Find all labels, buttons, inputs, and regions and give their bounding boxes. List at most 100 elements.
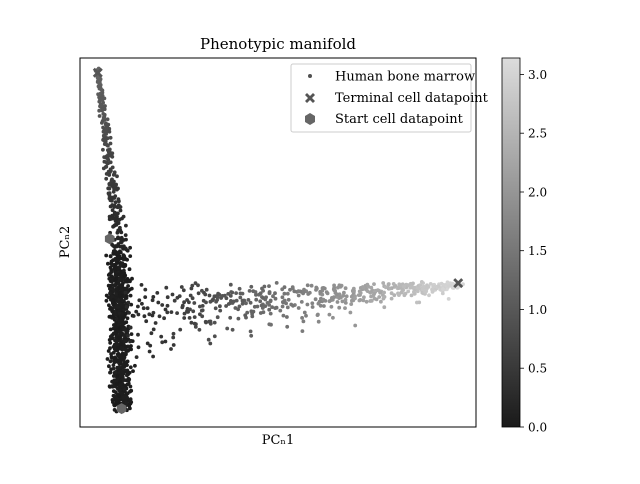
data-point (250, 314, 255, 319)
data-point (114, 287, 119, 292)
data-point (248, 300, 253, 305)
data-point (358, 298, 363, 302)
data-point (125, 373, 129, 378)
data-point (320, 292, 325, 297)
data-point (157, 314, 162, 319)
data-point (119, 391, 124, 396)
data-point (450, 285, 455, 290)
data-point (285, 305, 290, 310)
data-point (129, 332, 134, 336)
data-point (108, 135, 113, 140)
data-point (106, 261, 110, 266)
data-point (182, 311, 187, 316)
data-point (128, 389, 132, 394)
data-point (116, 228, 121, 233)
data-point (192, 321, 197, 326)
data-point (190, 296, 195, 301)
data-point (329, 304, 334, 309)
data-point (299, 300, 304, 304)
data-point (258, 311, 263, 315)
data-point (117, 255, 121, 260)
data-point (118, 208, 123, 213)
data-point (234, 298, 239, 303)
plot-frame (79, 57, 477, 428)
data-point (118, 284, 123, 289)
data-point (249, 284, 254, 289)
data-point (109, 259, 114, 264)
data-point (104, 121, 108, 126)
data-point (134, 355, 139, 359)
data-point (343, 306, 347, 310)
data-point (296, 293, 301, 298)
data-point (316, 312, 320, 317)
data-point (127, 311, 131, 315)
data-point (107, 303, 111, 308)
data-point (438, 287, 443, 292)
data-point (112, 283, 117, 287)
data-point (109, 367, 113, 372)
data-point (301, 319, 306, 324)
data-point (240, 298, 245, 303)
data-point (273, 296, 278, 301)
data-point (128, 384, 133, 389)
data-point (249, 333, 254, 338)
data-point (382, 290, 386, 295)
data-point (229, 290, 234, 294)
data-point (245, 310, 250, 315)
data-point (114, 342, 118, 347)
data-point (125, 382, 130, 387)
data-point (124, 223, 128, 228)
data-point (119, 373, 123, 378)
data-point (136, 304, 140, 309)
data-point (269, 322, 273, 327)
data-point (172, 298, 177, 303)
data-point (108, 370, 112, 375)
data-point (112, 210, 117, 215)
data-point (128, 293, 133, 298)
data-point (108, 254, 113, 259)
data-point (236, 316, 241, 321)
data-point (151, 295, 156, 299)
data-point (228, 294, 233, 298)
data-point (182, 300, 187, 305)
data-point (97, 114, 102, 118)
data-point (143, 287, 148, 292)
data-point (286, 297, 291, 302)
data-point (236, 307, 241, 312)
data-point (115, 381, 119, 386)
data-point (356, 293, 361, 297)
data-point (117, 277, 122, 281)
data-point (103, 104, 107, 108)
data-point (127, 267, 132, 272)
data-point (386, 282, 391, 287)
legend-marker-hexagon (305, 113, 315, 125)
data-point (160, 303, 165, 307)
data-point (110, 263, 115, 268)
data-point (412, 285, 416, 290)
data-point (140, 301, 144, 306)
data-point (374, 297, 379, 302)
data-point (97, 80, 102, 85)
data-point (129, 302, 134, 307)
data-point (305, 283, 310, 288)
data-point (156, 300, 161, 305)
data-point (171, 335, 176, 340)
data-point (110, 279, 114, 284)
data-point (124, 320, 129, 325)
data-point (267, 284, 271, 288)
data-point (133, 363, 137, 368)
legend-box (290, 63, 472, 133)
data-point (118, 388, 122, 392)
data-point (273, 291, 277, 296)
data-point (100, 107, 105, 111)
data-point (104, 293, 109, 298)
data-point (124, 401, 129, 405)
data-point (180, 305, 185, 310)
data-point (125, 257, 129, 262)
data-point (418, 283, 423, 287)
data-point (106, 349, 111, 353)
data-point (278, 308, 283, 313)
data-point (114, 296, 118, 300)
data-point (237, 304, 242, 309)
data-point (120, 365, 125, 370)
